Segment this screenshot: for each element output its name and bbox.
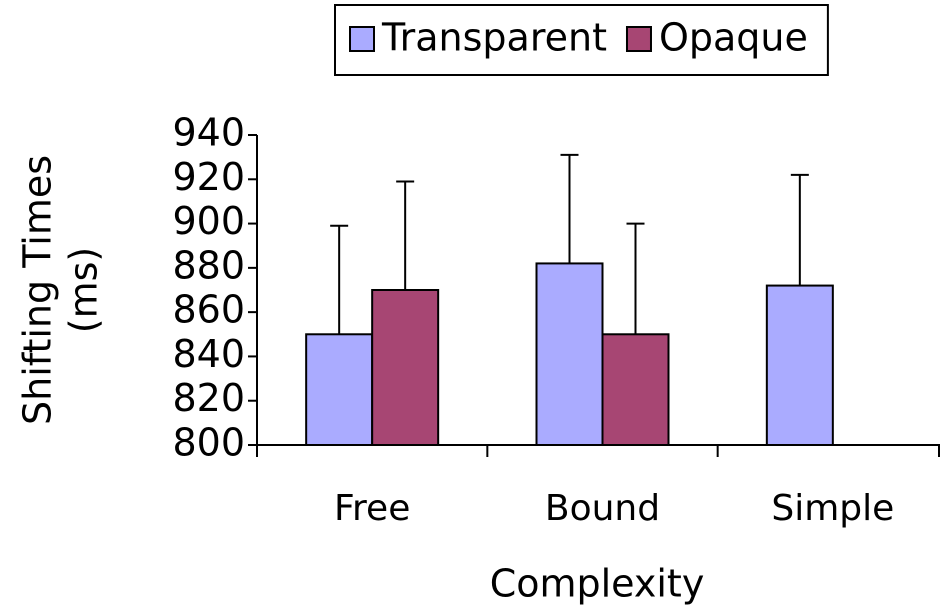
y-tick-label: 860 — [172, 288, 245, 332]
bar — [305, 333, 374, 446]
y-tick-label: 840 — [172, 332, 245, 376]
y-tick-label: 920 — [172, 155, 245, 199]
x-tick-label: Simple — [771, 488, 894, 529]
bar — [601, 333, 670, 446]
error-bar — [560, 153, 579, 264]
y-tick-label: 900 — [172, 199, 245, 243]
x-tick-label: Free — [334, 488, 410, 529]
y-axis-title-line: Shifting Times — [16, 155, 60, 425]
legend-label: Opaque — [659, 16, 808, 60]
bar — [535, 262, 604, 446]
legend-swatch — [625, 26, 652, 52]
y-axis-title-line: (ms) — [62, 247, 106, 333]
y-tick-label: 880 — [172, 243, 245, 287]
x-axis-title: Complexity — [490, 562, 705, 606]
legend-swatch — [349, 26, 375, 52]
legend: Transparent Opaque — [334, 4, 829, 76]
legend-box — [334, 4, 829, 76]
y-tick-label: 820 — [172, 376, 245, 420]
y-tick-label: 800 — [172, 421, 245, 465]
y-tick-label: 940 — [172, 111, 245, 155]
error-bar — [790, 173, 809, 286]
legend-label: Transparent — [381, 16, 607, 60]
error-bar — [626, 222, 645, 335]
error-bar — [396, 180, 415, 290]
error-bar — [330, 224, 349, 335]
y-axis-title: Shifting Times (ms) — [16, 155, 106, 425]
x-tick-label: Bound — [545, 488, 660, 529]
bar — [765, 284, 834, 447]
bar — [371, 289, 440, 446]
